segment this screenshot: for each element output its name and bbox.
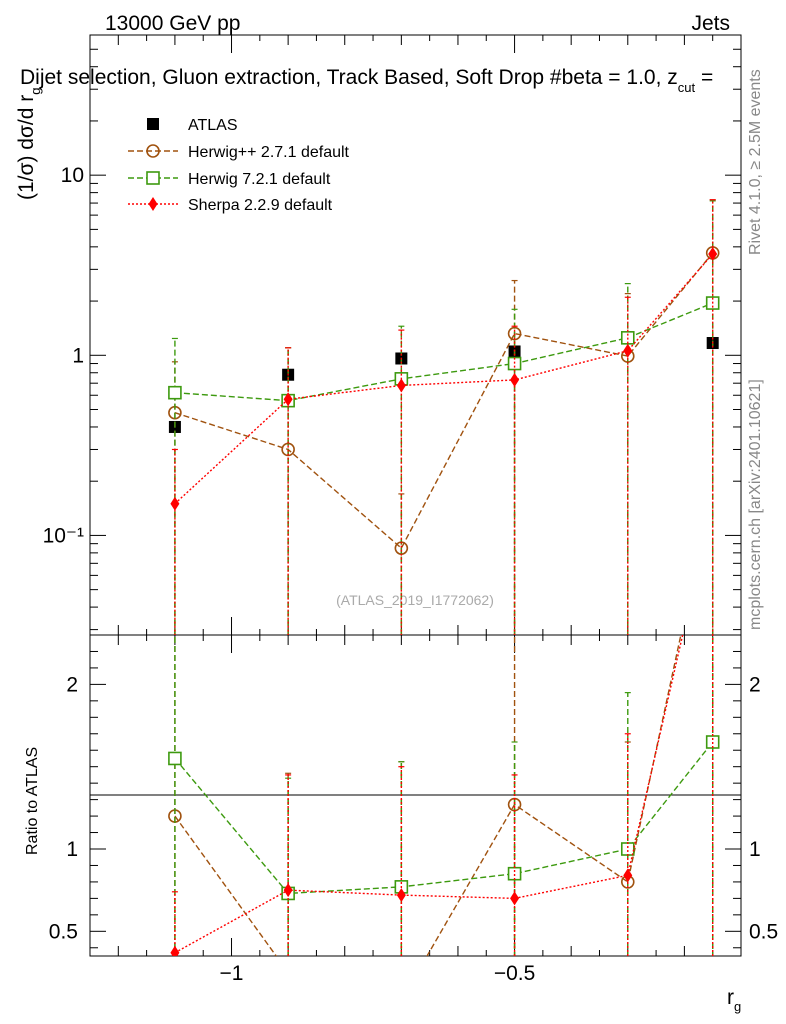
- main-y-tick-label: 10: [61, 164, 84, 187]
- legend-label: Herwig 7.2.1 default: [188, 171, 331, 188]
- ratio-point: [507, 866, 522, 881]
- data-point: [623, 343, 633, 358]
- legend-label: Sherpa 2.2.9 default: [188, 197, 333, 214]
- ratio-line: [174, 635, 682, 956]
- ratio-ylabel: Ratio to ATLAS: [24, 747, 41, 855]
- series-line: [174, 252, 714, 550]
- data-point: [168, 385, 182, 400]
- ratio-y-tick-label-right: 2: [749, 673, 761, 696]
- data-point: [396, 378, 406, 393]
- main-y-tick-label: 10⁻¹: [43, 524, 84, 547]
- analysis-watermark: (ATLAS_2019_I1772062): [336, 592, 494, 608]
- ratio-y-tick-label: 0.5: [49, 920, 78, 943]
- mcplots-label: mcplots.cern.ch [arXiv:2401.10621]: [747, 379, 764, 630]
- x-axis-label: rg: [727, 986, 741, 1014]
- ratio-y-tick-label-right: 1: [749, 838, 761, 861]
- data-point: [510, 372, 520, 387]
- series-line: [174, 302, 713, 402]
- legend-label: ATLAS: [188, 117, 238, 134]
- ratio-series: [168, 635, 720, 1006]
- ratio-y-tick-label-right: 0.5: [749, 920, 778, 943]
- ratio-point: [396, 888, 406, 903]
- x-tick-label: −0.5: [494, 962, 535, 985]
- data-point: [170, 496, 180, 511]
- main-axis-ticks: 10⁻¹ 1 10: [43, 34, 741, 631]
- ratio-y-tick-label: 2: [66, 673, 78, 696]
- ratio-point: [170, 945, 180, 956]
- legend-marker: [147, 118, 159, 130]
- header-left: 13000 GeV pp: [105, 12, 240, 35]
- legend-marker: [148, 197, 158, 211]
- ratio-line: [174, 741, 714, 895]
- series-line: [174, 253, 714, 505]
- ratio-point: [510, 891, 520, 906]
- ratio-axis-ticks: 0.5 0.5 1 1 2 2: [49, 650, 778, 949]
- header-right: Jets: [691, 12, 730, 35]
- data-point: [708, 247, 718, 262]
- ratio-point: [623, 868, 633, 883]
- data-point: [283, 392, 293, 407]
- ratio-point: [395, 994, 407, 1006]
- legend: ATLAS Herwig++ 2.7.1 default Herwig 7.2.1 …: [128, 117, 350, 214]
- ratio-y-tick-label: 1: [66, 838, 78, 861]
- x-tick-label: −1: [220, 962, 244, 985]
- ratio-point: [282, 966, 294, 978]
- ratio-point: [283, 883, 293, 898]
- legend-marker: [146, 144, 160, 158]
- main-ylabel: (1/σ) dσ/d rg: [15, 87, 43, 200]
- main-y-tick-label: 1: [72, 344, 84, 367]
- ratio-point: [168, 751, 182, 766]
- legend-label: Herwig++ 2.7.1 default: [188, 144, 350, 161]
- main-series: [168, 199, 720, 635]
- ratio-point: [620, 842, 635, 856]
- rivet-label: Rivet 4.1.0, ≥ 2.5M events: [747, 69, 764, 255]
- legend-marker: [146, 171, 160, 185]
- chart-title: Dijet selection, Gluon extraction, Track…: [20, 66, 713, 95]
